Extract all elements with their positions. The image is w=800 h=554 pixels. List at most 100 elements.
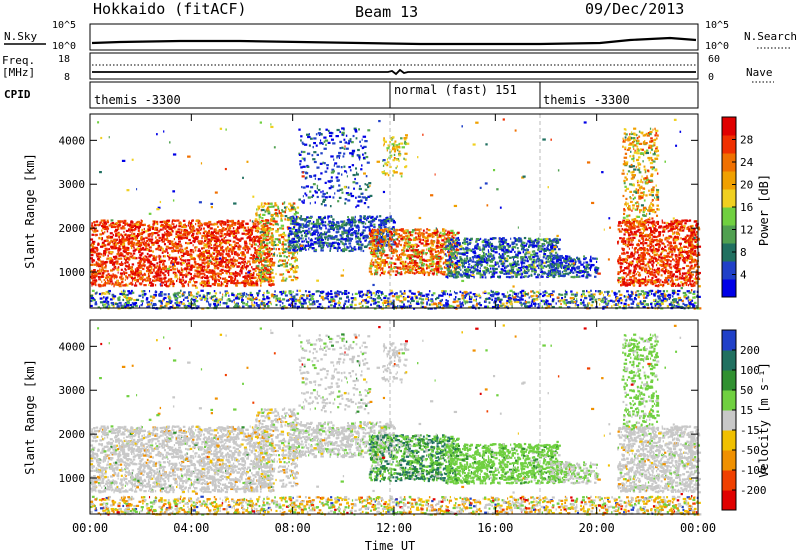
power-cell [185, 259, 187, 262]
power-cell [221, 221, 225, 225]
power-cell [211, 257, 213, 261]
power-cell [452, 248, 456, 251]
freq-label: Freq. [2, 54, 35, 67]
power-cell [459, 245, 463, 248]
power-cell [187, 284, 190, 287]
power-cell [357, 200, 361, 203]
power-cell [256, 273, 261, 276]
power-cell [234, 243, 237, 246]
power-cell [237, 219, 240, 223]
power-cell [104, 264, 107, 267]
power-cell [318, 236, 321, 239]
power-cell [213, 277, 217, 280]
power-cell [201, 253, 205, 256]
power-cell [469, 257, 472, 260]
power-cell [125, 229, 129, 233]
power-cell [166, 254, 169, 258]
power-cell [341, 146, 344, 149]
power-cell [198, 253, 201, 256]
power-cell [422, 271, 424, 274]
power-cell [326, 164, 329, 167]
power-cell [386, 216, 389, 219]
power-cell [365, 238, 368, 242]
power-cell [317, 132, 322, 135]
power-cell [160, 238, 163, 241]
power-cell [368, 229, 371, 232]
power-cell [93, 251, 97, 254]
power-cell [248, 283, 251, 286]
power-cell [213, 244, 215, 247]
power-cell [114, 275, 118, 278]
power-cell [371, 247, 374, 250]
power-cell [264, 246, 267, 249]
power-cell [257, 208, 259, 211]
power-cell [332, 196, 335, 199]
power-cell [97, 272, 102, 275]
power-cell [174, 257, 178, 261]
power-cell [146, 257, 149, 260]
power-cell [214, 243, 216, 246]
power-cell [372, 261, 375, 264]
power-cell [447, 267, 449, 271]
power-cell [255, 212, 258, 215]
power-cell [263, 251, 266, 255]
power-cell [244, 277, 246, 280]
power-cell [98, 285, 102, 288]
power-cell [465, 246, 469, 249]
power-cell [474, 268, 479, 271]
power-cell [503, 266, 506, 270]
power-cell [293, 231, 297, 235]
power-cell [256, 211, 258, 214]
power-cell [341, 249, 346, 253]
power-cell [420, 242, 424, 245]
beam-title: Beam 13 [355, 3, 418, 21]
power-cell [412, 271, 415, 275]
power-cell [373, 261, 375, 264]
power-cell [218, 239, 222, 242]
freq-left-tick-top: 18 [58, 54, 70, 65]
power-cell [115, 260, 118, 263]
power-cell [242, 254, 246, 257]
power-cell [106, 219, 109, 222]
power-cell [316, 238, 321, 242]
power-cell [122, 254, 124, 257]
power-cell [201, 234, 205, 238]
power-cell [223, 223, 227, 226]
power-cell [320, 152, 323, 155]
power-cell [205, 249, 208, 252]
power-cell [209, 253, 213, 256]
power-cell [235, 252, 239, 256]
power-cell [182, 224, 185, 227]
power-cell [95, 229, 99, 232]
power-cell [141, 231, 145, 234]
power-cell [282, 245, 284, 248]
power-cell [91, 259, 94, 262]
power-cell [302, 165, 306, 168]
power-cell [260, 275, 262, 279]
power-cell [542, 261, 547, 265]
power-cell [258, 250, 262, 254]
power-cell [147, 272, 149, 275]
power-cell [139, 237, 143, 240]
power-cell [304, 225, 308, 229]
power-cell [156, 275, 158, 278]
power-cell [168, 254, 171, 257]
power-cell [283, 243, 287, 246]
power-cell [417, 252, 421, 256]
power-cell [168, 265, 171, 268]
power-cell [411, 255, 414, 258]
power-cell [406, 255, 410, 258]
power-cell [418, 231, 421, 234]
power-cell [198, 242, 203, 245]
power-cell [271, 262, 275, 265]
power-cell [389, 245, 392, 249]
power-cell [321, 224, 326, 227]
power-cell [185, 251, 188, 254]
power-cell [152, 255, 156, 258]
power-cell [194, 262, 196, 265]
power-cell [369, 267, 371, 270]
power-cell [371, 220, 374, 223]
power-cell [232, 240, 236, 243]
power-cell [235, 231, 238, 234]
power-cell [283, 250, 287, 254]
